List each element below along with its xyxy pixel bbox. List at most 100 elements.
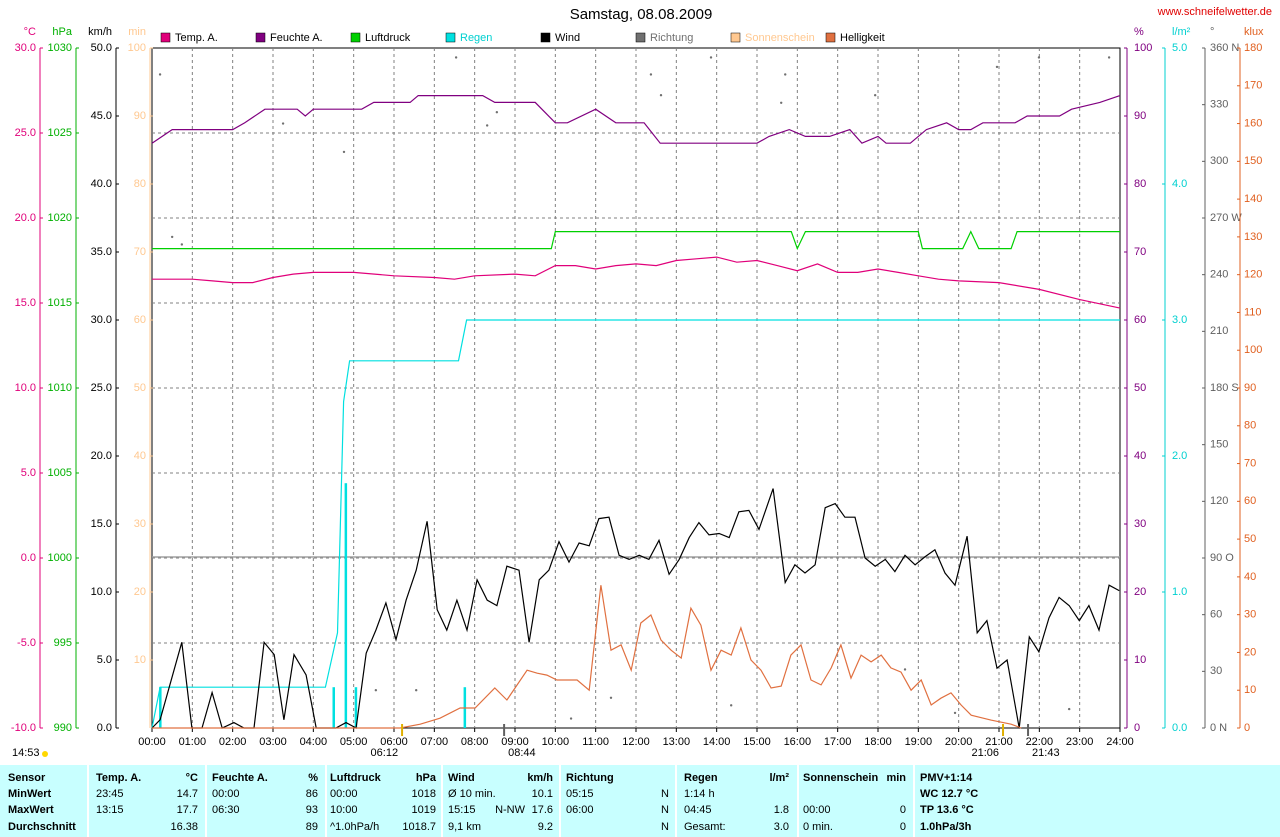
rain-bar (354, 687, 358, 728)
y-tick-label: -10.0 (11, 722, 36, 734)
direction-dot (780, 101, 783, 104)
x-tick-label: 01:00 (179, 736, 207, 748)
table-cell: 10.1 (532, 788, 553, 800)
y-tick-label: 170 (1244, 80, 1262, 92)
y-tick-label: 60 (1134, 314, 1146, 326)
legend-swatch (825, 32, 836, 43)
direction-dot (414, 689, 418, 692)
table-cell: 9.2 (538, 821, 553, 833)
table-cell: Temp. A. (96, 772, 141, 784)
direction-dot (495, 111, 499, 114)
y-tick-label: 30.0 (91, 314, 112, 326)
y-tick-label: 30 (1210, 665, 1222, 677)
direction-dot (729, 704, 733, 707)
legend-swatch (350, 32, 361, 43)
y-tick-label: 100 (1134, 42, 1152, 54)
y-tick-label: 50 (134, 382, 146, 394)
y-tick-label: 20 (1244, 646, 1256, 658)
y-tick-label: 1010 (48, 382, 72, 394)
legend-label: Feuchte A. (270, 32, 323, 44)
y-tick-label: 180 (1244, 42, 1262, 54)
y-tick-label: 110 (1244, 306, 1262, 318)
legend-swatch (255, 32, 266, 43)
direction-dot (342, 150, 346, 154)
y-tick-label: 10.0 (91, 586, 112, 598)
y-tick-label: 20.0 (15, 212, 36, 224)
x-tick-label: 03:00 (259, 736, 287, 748)
x-tick-label: 04:00 (300, 736, 328, 748)
y-tick-label: 40.0 (91, 178, 112, 190)
series-line (151, 95, 1121, 144)
table-cell: Sensor (8, 772, 46, 784)
y-tick-label: 10 (1134, 654, 1146, 666)
y-tick-label: 40 (1134, 450, 1146, 462)
table-cell: 17.6 (532, 804, 553, 816)
table-cell: 1018 (412, 788, 436, 800)
x-tick-label: 05:00 (340, 736, 368, 748)
table-cell: 13:15 (96, 804, 124, 816)
y-tick-label: 0.0 (97, 722, 112, 734)
y-tick-label: 10.0 (15, 382, 36, 394)
y-tick-label: 20.0 (91, 450, 112, 462)
x-tick-label: 12:00 (622, 736, 650, 748)
table-cell: N-NW (495, 804, 526, 816)
y-tick-label: 20 (134, 586, 146, 598)
y-tick-label: 30.0 (15, 42, 36, 54)
direction-dot (170, 235, 174, 239)
y-tick-label: 50 (1134, 382, 1146, 394)
table-cell: 17.7 (177, 804, 198, 816)
y-tick-label: 5.0 (21, 467, 36, 479)
x-tick-label: 02:00 (219, 736, 247, 748)
x-tick-label: 22:00 (1026, 736, 1054, 748)
y-tick-label: 90 (134, 110, 146, 122)
legend-label: Sonnenschein (745, 32, 815, 44)
y-tick-label: 1000 (48, 552, 72, 564)
y-tick-label: 1020 (48, 212, 72, 224)
x-tick-label: 21:00 (985, 736, 1013, 748)
y-tick-label: 0.0 (1172, 722, 1187, 734)
y-tick-label: 10 (1244, 684, 1256, 696)
table-cell: l/m² (769, 772, 789, 784)
y-tick-label: 45.0 (91, 110, 112, 122)
x-tick-label: 15:00 (743, 736, 771, 748)
y-tick-label: 995 (54, 637, 72, 649)
table-cell: 00:00 (212, 788, 240, 800)
table-cell: Durchschnitt (8, 821, 76, 833)
y-tick-label: 40 (134, 450, 146, 462)
y-tick-label: 140 (1244, 193, 1262, 205)
direction-dot (659, 94, 663, 97)
y-tick-label: 3.0 (1172, 314, 1187, 326)
y-tick-label: 0 (1134, 722, 1140, 734)
table-cell: PMV+1:14 (920, 772, 973, 784)
y-tick-label: 90 (1134, 110, 1146, 122)
legend-swatch (635, 32, 646, 43)
direction-dot (1067, 707, 1071, 711)
y-tick-label: 30 (134, 518, 146, 530)
table-cell: MaxWert (8, 804, 54, 816)
direction-dot (454, 56, 458, 59)
y-tick-label: 90 O (1210, 552, 1234, 564)
axis-unit: °C (24, 26, 36, 38)
direction-dot (784, 73, 787, 76)
y-tick-label: 120 (1210, 495, 1228, 507)
legend-label: Helligkeit (840, 32, 885, 44)
table-cell: hPa (416, 772, 437, 784)
table-cell: km/h (527, 772, 553, 784)
timestamp: 14:53 (12, 747, 40, 759)
table-cell: 06:00 (566, 804, 594, 816)
table-cell: ^1.0hPa/h (330, 821, 379, 833)
table-cell: 04:45 (684, 804, 712, 816)
y-tick-label: 1030 (48, 42, 72, 54)
y-tick-label: 360 N (1210, 42, 1239, 54)
y-tick-label: 70 (1244, 457, 1256, 469)
table-cell: 93 (306, 804, 318, 816)
sun-icon (42, 751, 48, 757)
table-cell: 89 (306, 821, 318, 833)
series-line (151, 319, 1120, 729)
x-tick-label: 10:00 (542, 736, 570, 748)
y-tick-label: -5.0 (17, 637, 36, 649)
y-tick-label: 30 (1134, 518, 1146, 530)
legend-label: Wind (555, 32, 580, 44)
y-tick-label: 10 (134, 654, 146, 666)
x-tick-label: 24:00 (1106, 736, 1134, 748)
